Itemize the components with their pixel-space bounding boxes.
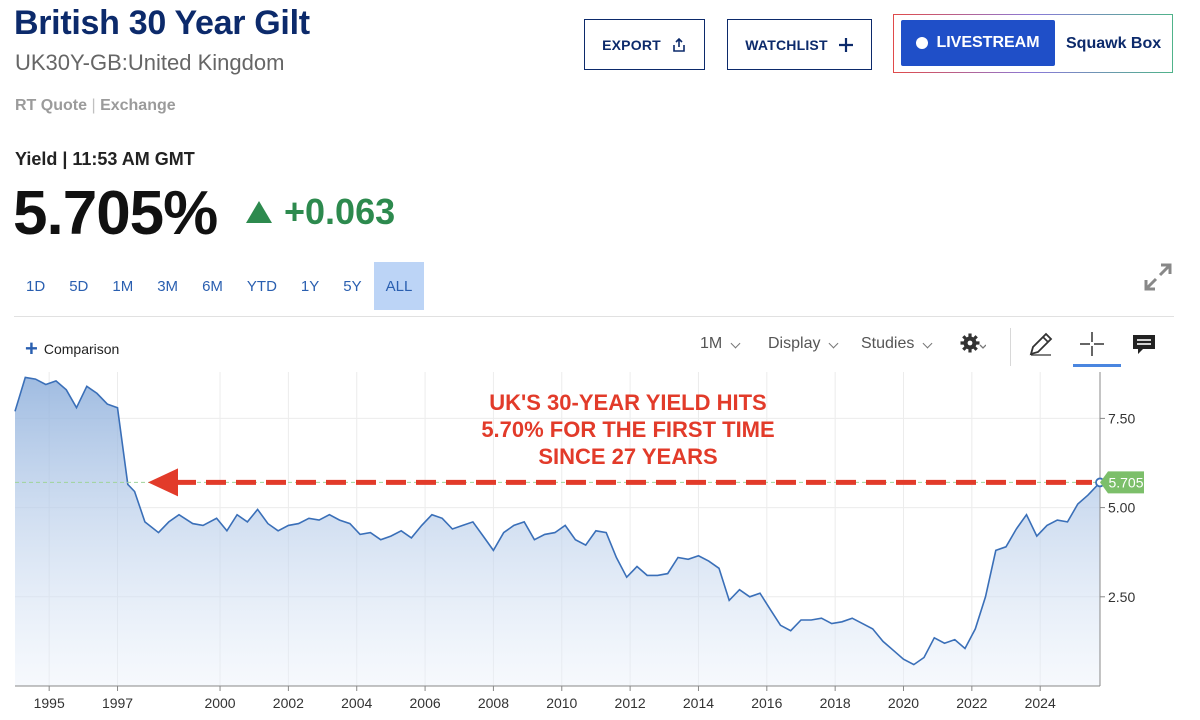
range-1m[interactable]: 1M (112, 277, 134, 295)
x-tick-label: 2012 (615, 695, 646, 711)
range-ytd[interactable]: YTD (246, 277, 277, 295)
comment-icon[interactable] (1130, 330, 1158, 358)
yield-chart[interactable]: 2.50 5.00 7.50 1995 1997 2000 2002 2004 2006 2008… (0, 368, 1200, 720)
price-change: +0.063 (246, 191, 395, 233)
x-tick-label: 2000 (204, 695, 235, 711)
expand-icon[interactable] (1142, 261, 1174, 293)
toolbar-divider (14, 316, 1174, 317)
live-panel: LIVESTREAM Squawk Box (893, 14, 1173, 73)
exchange-label: Exchange (100, 97, 176, 114)
x-tick-label: 2016 (751, 695, 782, 711)
quote-source: RT Quote | Exchange (15, 97, 176, 115)
quote-separator: | (91, 97, 96, 114)
chevron-down-icon (829, 338, 839, 348)
y-tick-label: 7.50 (1108, 410, 1135, 426)
x-tick-label: 1997 (102, 695, 133, 711)
y-tick-label: 5.00 (1108, 500, 1135, 516)
range-5d[interactable]: 5D (69, 277, 89, 295)
x-tick-label: 2022 (956, 695, 987, 711)
watchlist-label: WATCHLIST (745, 36, 828, 53)
range-all[interactable]: ALL (373, 262, 425, 310)
last-value-badge (1100, 471, 1144, 494)
last-value-label: 5.705 (1108, 474, 1143, 490)
range-6m[interactable]: 6M (202, 277, 223, 295)
share-icon (673, 37, 685, 52)
x-tick-label: 2002 (273, 695, 304, 711)
annotation-arrowhead (148, 468, 178, 497)
live-dot-icon (916, 37, 929, 49)
comparison-label: Comparison (43, 341, 120, 357)
x-tick-label: 2018 (820, 695, 851, 711)
studies-dropdown[interactable]: Studies (861, 335, 933, 353)
range-3m[interactable]: 3M (157, 277, 179, 295)
x-tick-label: 2006 (410, 695, 441, 711)
rt-quote-label: RT Quote (15, 97, 87, 114)
range-selector: 1D 5D 1M 3M 6M YTD 1Y 5Y ALL (14, 262, 425, 310)
yield-timestamp: Yield | 11:53 AM GMT (15, 149, 195, 169)
x-tick-label: 1995 (34, 695, 65, 711)
y-tick-label: 2.50 (1108, 589, 1135, 605)
change-value: +0.063 (284, 191, 396, 232)
plus-icon (838, 37, 853, 52)
pencil-icon[interactable] (1027, 330, 1055, 358)
export-label: EXPORT (602, 36, 661, 53)
annotation-text: UK'S 30-YEAR YIELD HITS (489, 390, 766, 415)
display-dropdown[interactable]: Display (768, 335, 839, 353)
instrument-subtitle: UK30Y-GB:United Kingdom (15, 50, 285, 75)
series-line (14, 376, 1101, 666)
instrument-title: British 30 Year Gilt (14, 4, 310, 42)
x-tick-label: 2008 (478, 695, 509, 711)
range-5y[interactable]: 5Y (343, 277, 362, 295)
x-tick-label: 2020 (888, 695, 919, 711)
interval-dropdown[interactable]: 1M (700, 335, 741, 353)
x-tick-label: 2014 (683, 695, 714, 711)
watchlist-button[interactable]: WATCHLIST (727, 19, 872, 70)
gear-icon[interactable] (958, 330, 986, 358)
interval-label: 1M (700, 335, 723, 352)
x-tick-label: 2024 (1025, 695, 1056, 711)
annotation-text: SINCE 27 YEARS (538, 444, 717, 469)
export-button[interactable]: EXPORT (584, 19, 705, 70)
toolbar-separator (1010, 328, 1011, 366)
active-tool-indicator (1073, 364, 1121, 367)
crosshair-icon[interactable] (1078, 330, 1106, 358)
x-tick-label: 2004 (341, 695, 372, 711)
range-1d[interactable]: 1D (26, 277, 46, 295)
last-price: 5.705% (13, 179, 218, 248)
up-arrow-icon (246, 201, 272, 223)
livestream-button[interactable]: LIVESTREAM (901, 20, 1055, 66)
studies-label: Studies (861, 335, 915, 352)
comparison-button[interactable]: + Comparison (25, 338, 119, 360)
display-label: Display (768, 335, 821, 352)
x-tick-label: 2010 (546, 695, 577, 711)
range-1y[interactable]: 1Y (300, 277, 320, 295)
plus-icon: + (25, 336, 38, 361)
chevron-down-icon (922, 338, 933, 348)
chevron-down-icon (730, 338, 741, 348)
livestream-label: LIVESTREAM (936, 34, 1040, 51)
squawk-box-link[interactable]: Squawk Box (1066, 35, 1162, 52)
annotation-text: 5.70% FOR THE FIRST TIME (481, 417, 774, 442)
